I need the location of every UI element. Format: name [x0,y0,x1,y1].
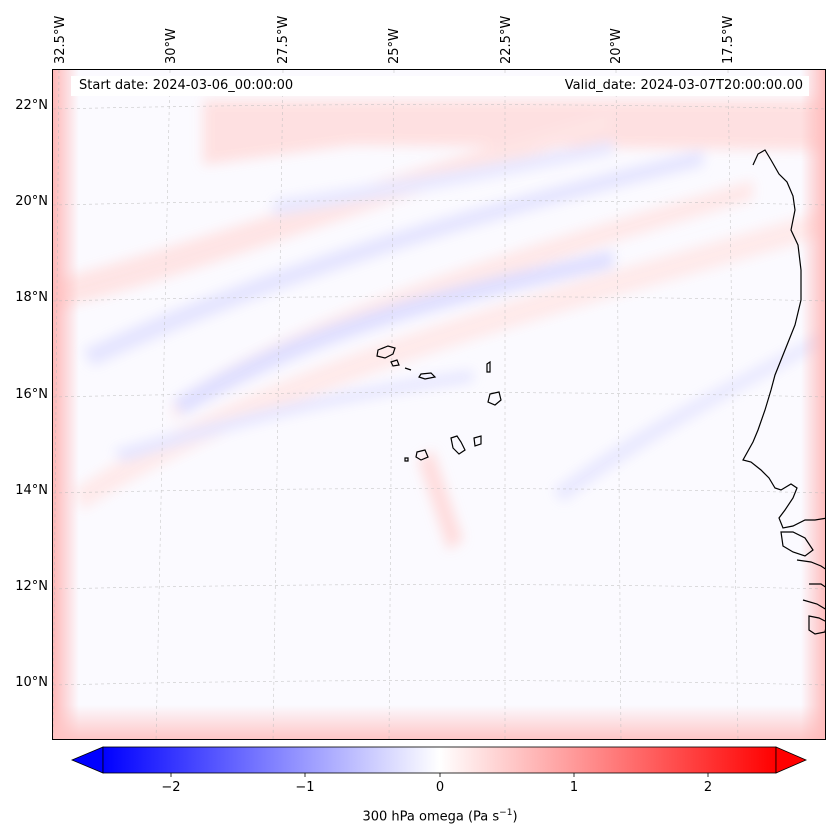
omega-field [53,70,825,739]
colorbar-min-extend [70,746,104,774]
colorbar-tick-1: 1 [569,780,579,795]
colorbar-label: 300 hPa omega (Pa s−1) [0,808,837,824]
cape-verde-islands [376,345,502,462]
colorbar-tick-neg1: −1 [295,780,315,795]
africa-coastline [742,149,825,635]
colorbar-max-extend [775,746,808,774]
colorbar-label-text: 300 hPa omega (Pa s [362,809,500,825]
colorbar-label-close: ) [512,809,518,825]
lat-label-20n: 20°N [15,194,48,209]
colorbar-tick-2: 2 [703,780,713,795]
colorbar-label-exponent: −1 [499,808,513,818]
colorbar-tick-neg2: −2 [161,780,181,795]
colorbar [70,746,808,777]
lat-label-14n: 14°N [15,483,48,498]
lat-label-22n: 22°N [15,98,48,113]
lat-label-10n: 10°N [15,675,48,690]
lat-label-12n: 12°N [15,579,48,594]
lon-label-20w: 20°W [609,28,624,64]
map-panel[interactable]: Start date: 2024-03-06_00:00:00 Valid_da… [52,69,826,740]
valid-date-label: Valid_date: 2024-03-07T20:00:00.00 [560,76,807,96]
lon-label-30w: 30°W [164,28,179,64]
colorbar-gradient [102,746,777,774]
lat-label-16n: 16°N [15,387,48,402]
colorbar-tick-0: 0 [435,780,445,795]
lon-label-17-5w: 17.5°W [721,15,736,64]
start-date-label: Start date: 2024-03-06_00:00:00 [75,76,298,96]
lon-label-22-5w: 22.5°W [499,15,514,64]
lon-label-27-5w: 27.5°W [276,15,291,64]
lon-label-25w: 25°W [387,28,402,64]
lon-label-32-5w: 32.5°W [53,15,68,64]
lat-label-18n: 18°N [15,290,48,305]
